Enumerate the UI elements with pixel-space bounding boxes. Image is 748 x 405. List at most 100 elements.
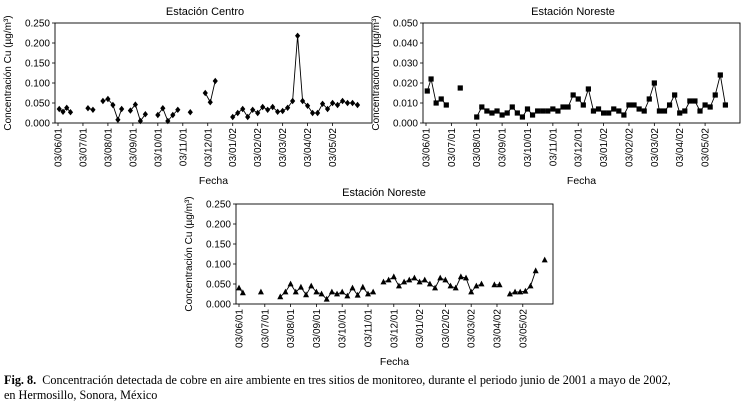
- data-point: [323, 295, 330, 302]
- data-point: [442, 276, 449, 283]
- data-point: [437, 274, 444, 281]
- y-axis-title: Concentración Cu (µg/m³): [3, 15, 14, 130]
- y-tick-label: 0.200: [206, 220, 231, 231]
- data-point: [677, 110, 683, 116]
- data-point: [424, 88, 430, 94]
- data-point: [651, 80, 657, 86]
- caption-label: Fig. 8.: [4, 373, 37, 387]
- data-point: [334, 290, 341, 297]
- x-tick-label: 03/06/01: [422, 128, 433, 167]
- data-point: [56, 105, 62, 113]
- x-tick-label: 03/11/01: [363, 309, 374, 348]
- data-point: [555, 108, 561, 114]
- x-tick-label: 03/05/02: [518, 309, 529, 348]
- data-point: [308, 282, 315, 289]
- data-point: [105, 95, 111, 103]
- data-point: [313, 288, 320, 295]
- data-point: [187, 109, 193, 116]
- data-point: [236, 284, 242, 291]
- data-point: [115, 116, 121, 123]
- data-point: [127, 107, 133, 114]
- data-point: [661, 108, 668, 114]
- data-point: [295, 32, 301, 39]
- data-point: [212, 77, 218, 85]
- x-tick-label: 03/03/02: [467, 309, 478, 348]
- data-point: [421, 276, 428, 283]
- chart-noreste-top: Estación Noreste 0.000 0.010 0.020 0.030 0.04…: [371, 6, 741, 187]
- data-point: [595, 106, 602, 112]
- data-point: [656, 108, 663, 114]
- x-axis-title: Fecha: [567, 175, 596, 187]
- data-point: [245, 113, 251, 121]
- y-axis-title: Concentración Cu (µg/m³): [184, 196, 195, 311]
- data-point: [285, 104, 291, 111]
- data-point: [67, 109, 74, 116]
- data-point: [479, 104, 485, 110]
- x-tick-label: 03/07/01: [447, 128, 458, 167]
- data-point: [529, 112, 536, 118]
- y-tick-label: 0.000: [25, 119, 50, 130]
- x-tick-label: 03/04/02: [303, 128, 314, 167]
- data-point: [692, 98, 698, 104]
- data-point: [280, 107, 286, 115]
- data-point: [60, 108, 66, 115]
- data-point: [527, 282, 534, 289]
- data-point: [303, 291, 310, 298]
- x-tick-label: 03/01/02: [599, 128, 610, 167]
- data-point: [132, 101, 138, 108]
- data-point: [240, 105, 246, 113]
- data-point: [275, 108, 281, 115]
- data-point: [344, 99, 351, 107]
- data-point: [438, 96, 444, 102]
- y-tick-label: 0.040: [393, 39, 418, 50]
- x-tick-label: 03/09/01: [128, 128, 139, 167]
- data-point: [349, 284, 356, 291]
- data-point: [385, 276, 392, 283]
- data-point: [416, 278, 423, 285]
- data-point: [509, 104, 515, 110]
- data-point: [519, 114, 526, 120]
- chart-title: Estación Centro: [166, 6, 244, 18]
- data-point: [354, 101, 361, 109]
- x-tick-label: 03/02/02: [253, 128, 264, 167]
- data-point: [697, 108, 703, 114]
- data-point: [712, 92, 718, 98]
- x-tick-label: 03/01/02: [228, 128, 239, 167]
- data-point: [290, 97, 296, 105]
- data-point: [329, 99, 336, 107]
- data-point: [682, 108, 688, 114]
- data-point: [601, 110, 607, 116]
- data-point: [491, 281, 498, 288]
- series-line: [130, 103, 146, 122]
- data-point: [318, 290, 325, 297]
- data-point: [260, 103, 266, 111]
- data-point: [432, 284, 439, 291]
- data-point: [540, 108, 546, 114]
- data-point: [580, 102, 586, 108]
- data-point: [324, 105, 331, 113]
- data-point: [496, 281, 503, 288]
- figure-caption: Fig. 8. Concentración detectada de cobre…: [4, 373, 746, 403]
- data-point: [535, 108, 541, 114]
- data-point: [411, 274, 418, 281]
- data-point: [443, 102, 449, 108]
- y-tick-label: 0.250: [206, 200, 231, 211]
- chart-noreste-bottom: Estación Noreste 0.000 0.050 0.100 0.150 0.20…: [184, 187, 554, 368]
- data-point: [137, 117, 143, 125]
- data-point: [585, 86, 591, 92]
- data-point: [473, 282, 480, 289]
- data-point: [631, 102, 637, 108]
- y-tick-label: 0.000: [393, 119, 418, 130]
- data-point: [277, 293, 284, 300]
- x-tick-label: 03/10/01: [153, 128, 164, 167]
- data-point: [626, 102, 632, 108]
- data-point: [270, 103, 276, 111]
- x-tick-label: 03/10/01: [338, 309, 349, 348]
- data-point: [428, 76, 434, 82]
- y-tick-label: 0.050: [206, 280, 231, 291]
- data-point: [300, 97, 306, 105]
- x-tick-label: 03/11/01: [178, 128, 189, 167]
- data-point: [239, 289, 246, 296]
- data-point: [395, 282, 402, 289]
